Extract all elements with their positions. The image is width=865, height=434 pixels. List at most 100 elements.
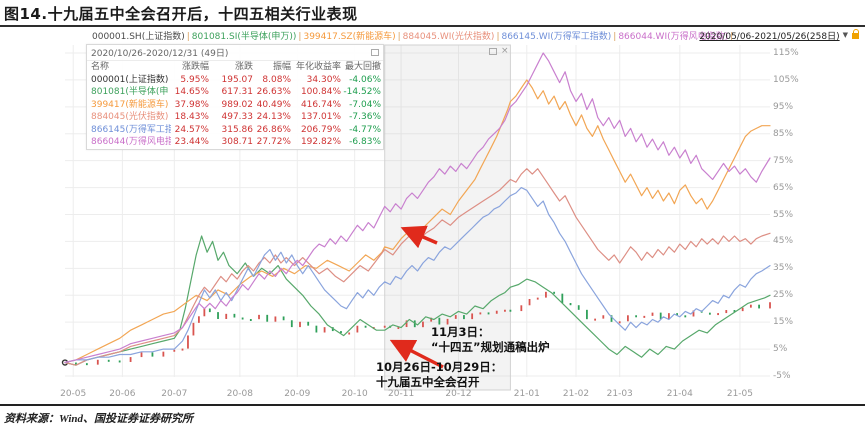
series-line-866145.WI[interactable]: [64, 187, 771, 364]
stats-cell: -4.77%: [349, 124, 381, 135]
candle-000001.SH: [577, 305, 580, 310]
stats-row-000001[interactable]: 000001(上证指数) 5.95% 195.07 8.08% 34.30% -4.06%: [87, 74, 383, 87]
stats-col-header: 涨跌幅: [181, 62, 209, 72]
x-tick-label: 21-05: [726, 389, 754, 399]
stats-cell: -7.36%: [349, 112, 381, 122]
candle-000001.SH: [173, 349, 176, 352]
candle-000001.SH: [129, 357, 132, 362]
legend-separator: |: [186, 32, 190, 42]
candle-000001.SH: [258, 314, 260, 320]
stats-cell: 315.86: [221, 124, 254, 135]
x-tick-label: 21-04: [666, 389, 693, 399]
legend-separator: |: [298, 32, 302, 42]
candle-000001.SH: [749, 304, 752, 308]
candle-000001.SH: [635, 315, 638, 318]
title-divider: [0, 25, 865, 27]
annotation-nov3: 11月3日： “十四五”规划通稿出炉: [431, 325, 550, 355]
restore-icon[interactable]: [489, 47, 497, 55]
series-line-866044.WI[interactable]: [64, 52, 771, 364]
source-note: 资料来源：Wind、国投证券证券研究所: [4, 413, 194, 425]
stats-cell: 989.02: [221, 99, 254, 110]
candle-000001.SH: [561, 293, 564, 304]
legend-separator: |: [496, 32, 500, 42]
candle-000001.SH: [479, 312, 482, 315]
interval-stats-panel: 2020/10/26-2020/12/31 (49日) 名称 涨跌幅 涨跌 振幅 年化收…: [86, 44, 384, 150]
x-tick-label: 20-06: [109, 389, 136, 399]
candle-000001.SH: [405, 320, 408, 328]
candle-000001.SH: [725, 310, 728, 314]
candle-000001.SH: [769, 302, 771, 309]
candle-000001.SH: [618, 321, 621, 324]
stats-cell: -4.06%: [349, 74, 381, 85]
close-icon[interactable]: ×: [501, 46, 509, 56]
stats-cell: 100.84%: [300, 87, 341, 97]
lock-icon[interactable]: [852, 28, 859, 39]
stats-cell: 399417(新能源车): [91, 99, 169, 110]
legend-item-866145.WI[interactable]: 866145.WI(万得军工指数): [501, 32, 612, 42]
candle-000001.SH: [446, 318, 449, 325]
stats-period-label: 2020/10/26-2020/12/31 (49日): [91, 49, 229, 59]
stats-cell: 8.08%: [262, 74, 291, 85]
candle-000001.SH: [162, 351, 165, 357]
date-range-control[interactable]: 2020/05/06-2021/05/26(258日) ▼: [699, 28, 859, 42]
candle-000001.SH: [307, 321, 310, 326]
candle-000001.SH: [463, 315, 465, 320]
stats-cell: 497.33: [221, 112, 254, 122]
candle-000001.SH: [627, 315, 629, 322]
candle-000001.SH: [203, 308, 206, 317]
candle-000001.SH: [520, 305, 523, 312]
candle-000001.SH: [75, 362, 77, 365]
series-line-801081.SI[interactable]: [64, 235, 771, 366]
legend-bar: 000001.SH(上证指数) | 801081.SI(半导体(申万)) | 39941…: [92, 29, 735, 42]
stats-cell: 24.13%: [256, 112, 291, 122]
stats-cell: 23.44%: [174, 137, 209, 147]
candle-000001.SH: [356, 325, 359, 333]
highlight-band[interactable]: [384, 44, 511, 391]
candle-000001.SH: [383, 325, 386, 328]
stats-row-399417[interactable]: 399417(新能源车) 37.98% 989.02 40.49% 416.74% -7.…: [87, 99, 383, 112]
candle-000001.SH: [651, 312, 654, 316]
legend-item-801081.SI[interactable]: 801081.SI(半导体(申万)): [191, 32, 297, 42]
x-tick-label: 21-01: [513, 389, 540, 399]
stats-row-884045[interactable]: 884045(光伏指数) 18.43% 497.33 24.13% 137.01% -7.…: [87, 111, 383, 124]
chevron-down-icon[interactable]: ▼: [842, 31, 848, 39]
stats-col-header: 振幅: [272, 62, 291, 72]
stats-cell: 416.74%: [300, 99, 341, 110]
y-tick-label: 75%: [773, 155, 794, 166]
candle-000001.SH: [364, 325, 367, 328]
stats-row-801081[interactable]: 801081(半导体(申 14.65% 617.31 26.63% 100.84% -14…: [87, 86, 383, 99]
stats-row-866145[interactable]: 866145(万得军工指 24.57% 315.86 26.86% 206.79% -4.…: [87, 124, 383, 137]
stats-row-866044[interactable]: 866044(万得风电指 23.44% 308.71 27.72% 192.82% -6.…: [87, 136, 383, 149]
candle-000001.SH: [610, 315, 613, 322]
legend-separator: |: [613, 32, 617, 42]
x-tick-label: 20-07: [161, 389, 188, 399]
candle-000001.SH: [241, 317, 244, 320]
series-line-884045.WI[interactable]: [64, 168, 771, 366]
candle-000001.SH: [553, 291, 556, 294]
x-tick-label: 20-09: [284, 389, 311, 399]
x-tick-label: 21-03: [606, 389, 633, 399]
stats-cell: 40.49%: [256, 99, 291, 110]
candle-000001.SH: [643, 315, 646, 318]
panel-collapse-icon[interactable]: [371, 49, 379, 56]
stats-cell: 137.01%: [300, 112, 341, 122]
stats-cell: 192.82%: [300, 137, 341, 147]
date-range-label[interactable]: 2020/05/06-2021/05/26(258日): [699, 32, 840, 42]
candle-000001.SH: [495, 310, 498, 314]
legend-item-399417.SZ[interactable]: 399417.SZ(新能源车): [303, 32, 396, 42]
y-tick-label: 35%: [773, 263, 794, 274]
candle-000001.SH: [348, 332, 351, 335]
candle-000001.SH: [717, 313, 719, 316]
candle-000001.SH: [741, 307, 744, 312]
stats-table: 名称 涨跌幅 涨跌 振幅 年化收益率 最大回撤 000001(上证指数) 5.95% 195.0…: [87, 61, 383, 149]
legend-item-884045.WI[interactable]: 884045.WI(光伏指数): [402, 32, 495, 42]
legend-item-866044.WI[interactable]: 866044.WI(万得风电指数): [618, 32, 729, 42]
legend-item-000001.SH[interactable]: 000001.SH(上证指数): [92, 32, 185, 42]
candle-000001.SH: [594, 318, 597, 321]
candle-000001.SH: [315, 325, 318, 333]
annotation-plenum-line1: 10月26日-10月29日：: [376, 360, 503, 374]
band-window-controls: ×: [489, 46, 509, 56]
candle-000001.SH: [282, 316, 285, 321]
candle-000001.SH: [299, 321, 301, 328]
